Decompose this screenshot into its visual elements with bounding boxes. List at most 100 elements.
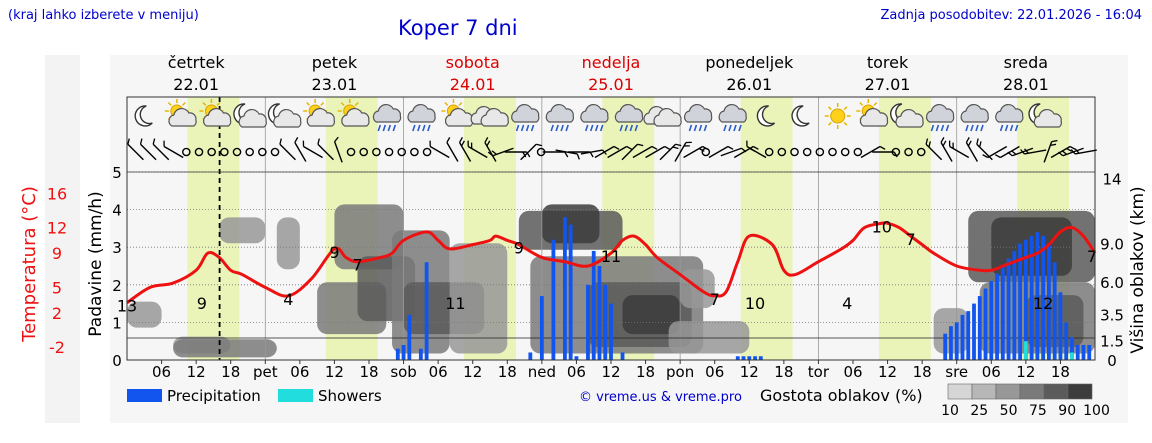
temperature-value-label: 7	[1087, 247, 1097, 266]
precip-bar	[1006, 258, 1011, 360]
wind-barb-shaft	[279, 143, 296, 161]
wind-barb-shaft	[127, 143, 144, 161]
wind-calm-symbol	[270, 147, 280, 157]
precip-bar	[735, 356, 740, 360]
cloud-shape	[168, 107, 197, 127]
wind-barb-flag	[446, 137, 451, 143]
x-tick-label: 12	[601, 363, 620, 381]
wind-barb	[467, 140, 488, 159]
wind-barb-flag	[925, 138, 929, 145]
wind-barb	[1050, 145, 1076, 159]
wind-barb	[163, 140, 184, 159]
wind-barb-shaft	[429, 145, 450, 159]
wind-barb-flag	[1069, 145, 1076, 150]
cloud-rain-icon	[545, 103, 575, 132]
cloud-shape	[1033, 108, 1063, 128]
cloud-moon-icon	[890, 103, 924, 128]
temperature-value-label: 4	[283, 290, 293, 309]
precip-bar	[597, 266, 602, 360]
precip-bar	[972, 303, 976, 360]
temperature-value-label: 7	[710, 290, 720, 309]
wind-calm-symbol	[182, 147, 191, 157]
rain-drop	[520, 124, 525, 132]
wind-barb	[940, 137, 953, 162]
day-name: sobota	[446, 53, 500, 72]
wind-barb-flag	[672, 146, 679, 150]
rain-drop	[550, 124, 554, 132]
rain-drop	[1004, 124, 1009, 132]
rain-drop	[693, 124, 698, 132]
sun-cloud-icon	[303, 99, 336, 127]
wind-barb	[429, 140, 450, 159]
wind-barb-flag	[685, 141, 692, 144]
sun-ray	[843, 106, 848, 111]
wind-barb-shaft	[303, 145, 323, 159]
precip-axis-label: Padavine (mm/h)	[86, 191, 106, 336]
x-tick-label: 12	[325, 363, 344, 381]
showers-bar	[1070, 352, 1074, 360]
rain-drop	[945, 124, 950, 132]
wind-barb-flag	[152, 138, 156, 145]
precip-bar	[1018, 243, 1022, 360]
wind-barb	[484, 137, 497, 162]
precip-bar	[954, 322, 959, 360]
wind-barb	[302, 140, 323, 159]
precip-bar	[1081, 344, 1086, 360]
cloud-rain-icon	[511, 103, 540, 132]
wind-barb-flag	[965, 137, 970, 143]
precip-bar	[1052, 262, 1057, 360]
density-legend-value: 90	[1058, 403, 1076, 419]
precip-bar	[551, 239, 556, 360]
wind-barb-flag	[1050, 143, 1057, 147]
wind-barb-flag	[746, 140, 748, 147]
x-tick-label: 06	[843, 363, 862, 381]
day-date: 24.01	[450, 75, 496, 94]
wind-barb	[925, 138, 943, 161]
precipitation-bars	[395, 217, 1092, 360]
cloud-shape	[718, 103, 747, 123]
cloud-patch	[541, 204, 600, 244]
day-name: ponedeljek	[705, 53, 794, 72]
wind-barb-shaft	[708, 145, 729, 159]
wind-barb	[948, 140, 970, 159]
rain-drop	[599, 124, 604, 132]
wind-barb	[333, 136, 343, 163]
wind-barb-flag	[317, 138, 320, 145]
wind-barb-flag	[484, 137, 489, 143]
precip-tick-label: 4	[112, 202, 122, 220]
wind-barb-shaft	[333, 141, 343, 163]
day-name: sreda	[1004, 53, 1048, 72]
wind-barb	[542, 151, 569, 158]
precip-bar	[418, 348, 423, 360]
precip-bar	[603, 284, 608, 360]
wind-barb-shaft	[632, 145, 653, 159]
rain-drop	[629, 124, 634, 132]
wind-barb	[860, 145, 886, 159]
rain-drop	[377, 124, 382, 132]
wind-barb-shaft	[580, 149, 603, 155]
precip-bar	[609, 303, 613, 360]
cloud-rain-icon	[995, 103, 1024, 132]
temperature-value-label: 4	[842, 294, 852, 313]
day-band	[878, 97, 931, 360]
cloud-shape	[895, 108, 924, 128]
wind-barb-flag	[1051, 139, 1058, 143]
wind-calm-symbol	[891, 147, 901, 157]
precip-bar	[1012, 250, 1017, 360]
x-tick-label: 18	[221, 363, 240, 381]
wind-barb-shaft	[140, 143, 157, 161]
precip-bar	[1029, 235, 1034, 360]
moon-shape	[756, 105, 776, 127]
wind-barb-shaft	[720, 147, 742, 157]
density-legend-title: Gostota oblakov (%)	[760, 386, 923, 405]
cloud-rain-icon	[684, 103, 713, 132]
density-legend-swatch	[947, 383, 973, 400]
wind-calm-symbol	[410, 147, 419, 157]
day-header: četrtek 22.01 petek 23.01 sobota 24.01 nedelja…	[168, 53, 1049, 94]
temperature-tick-label: 5	[52, 278, 62, 297]
cloud-shape	[614, 103, 644, 123]
sun-ray	[306, 101, 311, 106]
precip-bar	[586, 284, 590, 360]
last-updated: Zadnja posodobitev: 22.01.2026 - 16:04	[880, 8, 1142, 23]
rain-drop	[565, 124, 569, 132]
